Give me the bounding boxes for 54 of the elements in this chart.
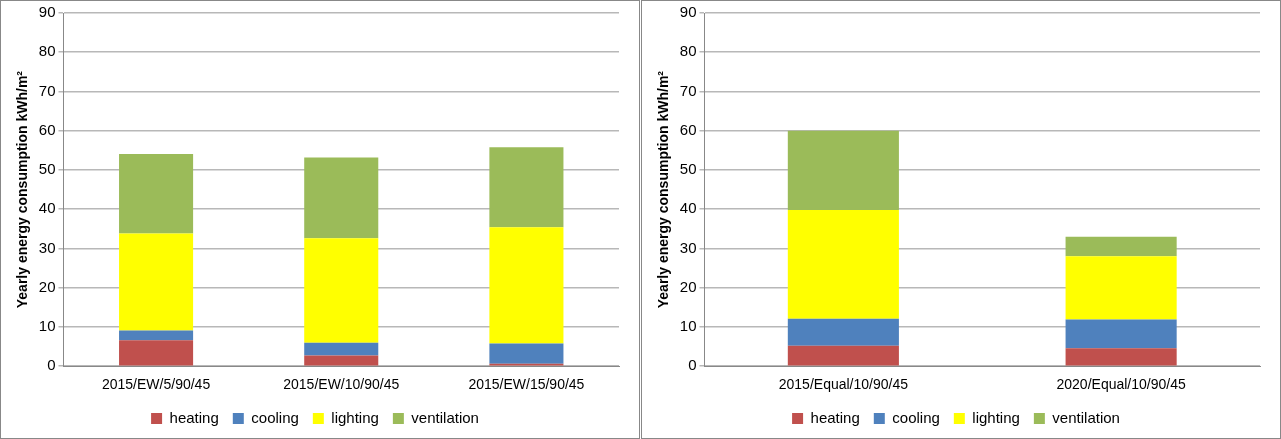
bar [119,153,194,234]
legend-label: lighting [331,408,379,426]
y-tick-label: 60 [679,120,697,138]
y-tick-label: 0 [688,356,697,374]
y-tick-label: 20 [679,277,697,295]
y-tick-label: 60 [38,120,56,138]
bar [787,345,899,366]
x-tick-label: 2020/Equal/10/90/45 [1056,376,1186,393]
bar [304,355,379,366]
legend-label: lighting [972,408,1020,426]
y-tick-label: 10 [679,317,697,335]
legend-label: ventilation [411,408,479,426]
y-tick-label: 0 [47,356,56,374]
y-tick-label: 90 [38,3,56,21]
bar [1065,236,1177,257]
y-tick-label: 80 [679,42,697,60]
bar [304,157,379,239]
legend-label: heating [169,408,219,426]
bar [1065,256,1177,320]
y-axis-title: Yearly energy consumption kWh/m² [655,70,672,309]
x-tick-label: 2015/EW/10/90/45 [283,376,400,393]
bar [119,330,194,341]
y-axis-title: Yearly energy consumption kWh/m² [14,70,31,309]
bar [1065,319,1177,349]
y-tick-label: 90 [679,3,697,21]
y-tick-label: 40 [38,199,56,217]
bar [119,233,194,331]
x-tick-label: 2015/Equal/10/90/45 [778,376,909,393]
bar [489,147,564,228]
y-tick-label: 20 [38,277,56,295]
y-tick-label: 30 [38,238,56,256]
bar [787,130,899,211]
y-tick-label: 70 [38,81,56,99]
y-tick-label: 80 [38,42,56,60]
bar [119,340,194,366]
y-tick-label: 70 [679,81,697,99]
y-tick-label: 10 [38,317,56,335]
x-tick-label: 2015/EW/5/90/45 [101,376,211,393]
x-tick-label: 2015/EW/15/90/45 [468,376,585,393]
y-tick-label: 50 [38,160,56,178]
legend-label: cooling [892,408,940,426]
bar [787,210,899,319]
legend-label: heating [810,408,860,426]
legend-label: cooling [251,408,299,426]
bar [489,343,564,364]
y-tick-label: 50 [679,160,697,178]
bar [304,342,379,356]
bar [489,227,564,344]
legend-label: ventilation [1052,408,1120,426]
bar [304,238,379,343]
bar [787,318,899,346]
bar [1065,348,1177,366]
y-tick-label: 40 [679,199,697,217]
y-tick-label: 30 [679,238,697,256]
